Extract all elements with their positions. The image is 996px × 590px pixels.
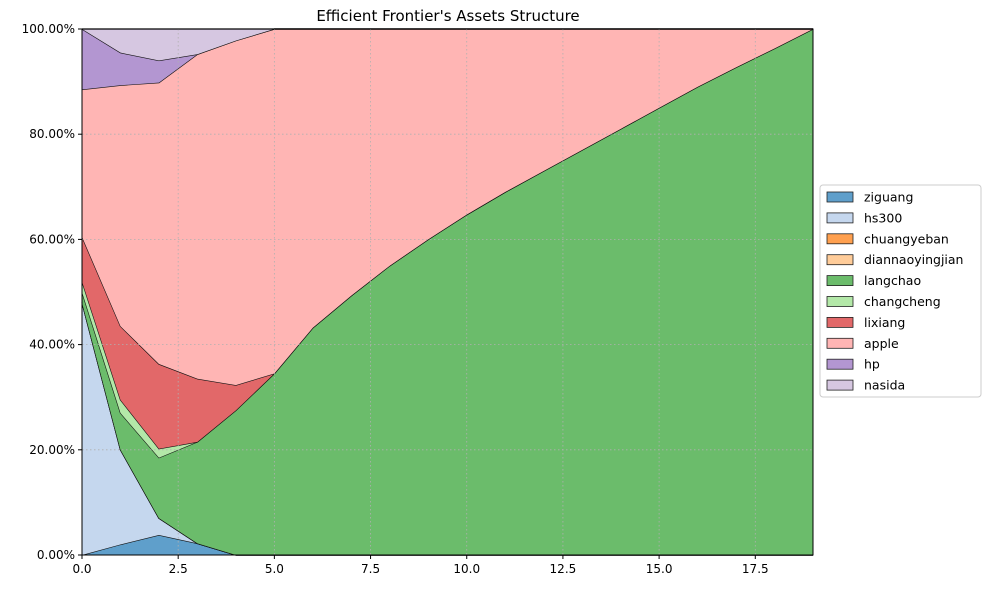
- y-tick-label: 80.00%: [29, 127, 75, 141]
- area-ziguang: [82, 535, 813, 555]
- legend-swatch: [826, 337, 854, 349]
- x-tick-label: 17.5: [742, 562, 769, 576]
- legend-item: hs300: [826, 210, 902, 225]
- legend-swatch: [826, 275, 854, 287]
- area-apple: [82, 29, 813, 386]
- legend-label: apple: [864, 336, 899, 351]
- chart-title: Efficient Frontier's Assets Structure: [316, 7, 579, 25]
- legend-label: langchao: [864, 273, 921, 288]
- legend: ziguang hs300 chuangyeban diannaoyingjian la…: [819, 184, 982, 398]
- x-axis: 0.0 2.5 5.0 7.5 10.0 12.5 15.0 17.5: [72, 555, 769, 576]
- y-tick-label: 20.00%: [29, 443, 75, 457]
- legend-label: nasida: [864, 378, 905, 393]
- y-axis: 0.00% 20.00% 40.00% 60.00% 80.00% 100.00%: [22, 22, 82, 562]
- legend-label: hp: [864, 357, 880, 372]
- x-tick-label: 15.0: [646, 562, 673, 576]
- areas: [81, 28, 814, 556]
- legend-swatch: [826, 316, 854, 328]
- y-tick-label: 100.00%: [22, 22, 75, 36]
- legend-label: hs300: [864, 210, 902, 225]
- plot-frame: [81, 28, 814, 556]
- legend-item: apple: [826, 336, 899, 351]
- legend-label: diannaoyingjian: [864, 252, 963, 267]
- legend-swatch: [826, 191, 854, 203]
- legend-item: chuangyeban: [826, 231, 949, 246]
- legend-item: ziguang: [826, 190, 913, 205]
- legend-item: lixiang: [826, 315, 905, 330]
- legend-item: changcheng: [826, 294, 941, 309]
- legend-swatch: [826, 212, 854, 224]
- legend-box: [819, 184, 982, 398]
- area-hs300: [82, 302, 813, 555]
- legend-swatch: [826, 296, 854, 307]
- legend-item: nasida: [826, 378, 905, 393]
- legend-label: chuangyeban: [864, 231, 949, 246]
- legend-swatch: [826, 358, 854, 370]
- legend-swatch: [826, 233, 854, 245]
- area-lixiang: [82, 29, 813, 449]
- area-nasida: [82, 29, 813, 61]
- area-langchao: [82, 29, 813, 555]
- x-tick-label: 5.0: [265, 562, 284, 576]
- y-tick-label: 40.00%: [29, 338, 75, 352]
- x-tick-label: 12.5: [550, 562, 577, 576]
- x-tick-label: 10.0: [453, 562, 480, 576]
- x-tick-label: 0.0: [72, 562, 91, 576]
- x-tick-label: 7.5: [361, 562, 380, 576]
- legend-item: diannaoyingjian: [826, 252, 963, 267]
- x-tick-label: 2.5: [169, 562, 188, 576]
- y-tick-label: 60.00%: [29, 232, 75, 246]
- legend-label: changcheng: [864, 294, 941, 309]
- legend-label: lixiang: [864, 315, 905, 330]
- legend-item: hp: [826, 357, 880, 372]
- y-tick-label: 0.00%: [37, 548, 75, 562]
- legend-item: langchao: [826, 273, 921, 288]
- legend-swatch: [826, 254, 854, 266]
- legend-swatch: [826, 379, 854, 391]
- legend-label: ziguang: [864, 190, 913, 205]
